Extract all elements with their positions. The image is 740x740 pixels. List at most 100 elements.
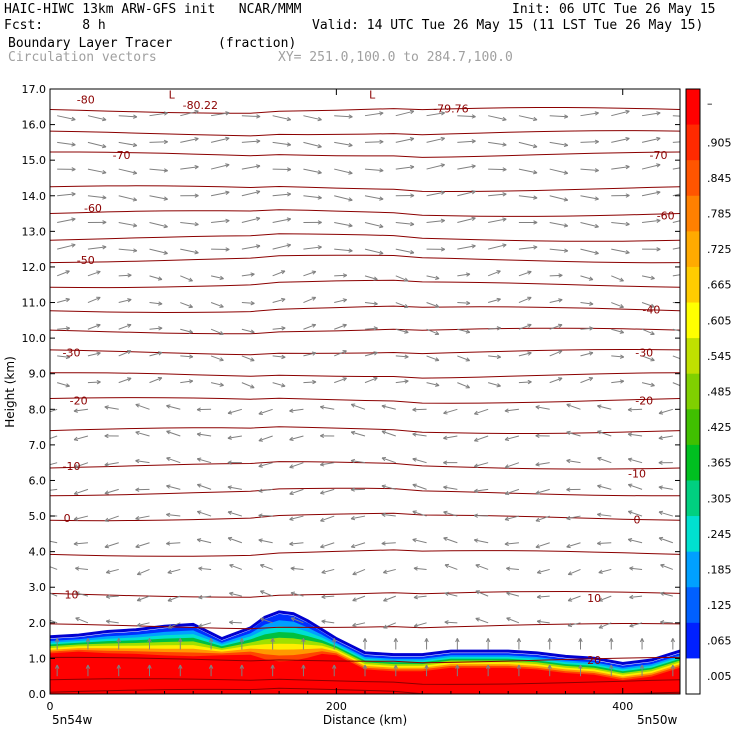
vector-arrow <box>518 195 538 200</box>
vector-shaft <box>106 568 119 574</box>
vector-head <box>196 407 201 412</box>
vector-shaft <box>641 355 655 361</box>
vector-head <box>317 170 322 175</box>
vector-arrow <box>167 622 181 629</box>
vector-arrow <box>395 248 415 255</box>
vector-arrow <box>518 168 538 175</box>
vector-shaft <box>518 271 532 277</box>
contour-label: -80 <box>77 94 95 107</box>
vector-head <box>434 331 440 336</box>
vector-arrow <box>105 619 119 624</box>
vector-shaft <box>549 168 568 174</box>
vector-head <box>250 272 255 277</box>
vector-shaft <box>457 302 470 304</box>
vector-shaft <box>506 592 520 597</box>
vector-arrow <box>412 538 427 544</box>
vector-arrow <box>303 245 322 250</box>
vector-shaft <box>457 217 476 223</box>
vector-head <box>196 457 202 462</box>
vector-arrow <box>381 512 396 517</box>
vector-arrow <box>180 354 194 359</box>
vector-arrow <box>303 296 317 303</box>
vector-arrow <box>381 430 396 437</box>
vector-head <box>382 569 388 574</box>
vector-arrow <box>332 664 337 677</box>
colorbar: – .905 .845 .785 .725 .665 .605 .545 .485 .425 .36… <box>685 88 732 695</box>
vector-head <box>533 220 538 225</box>
vector-head <box>166 512 171 518</box>
vector-arrow <box>362 664 368 677</box>
vector-arrow <box>196 483 212 490</box>
vector-arrow <box>118 248 138 253</box>
vector-head <box>163 250 168 255</box>
vector-head <box>443 510 448 515</box>
vector-shaft <box>658 511 673 517</box>
vector-shaft <box>320 406 335 410</box>
vector-head <box>71 243 76 248</box>
vector-arrow <box>488 326 501 331</box>
vector-shaft <box>383 595 396 602</box>
vector-head <box>412 407 417 412</box>
vector-arrow <box>504 488 520 496</box>
vector-head <box>594 223 599 229</box>
vector-arrow <box>641 355 655 362</box>
vector-arrow <box>424 664 429 677</box>
vector-head <box>393 664 398 669</box>
vector-arrow <box>641 190 661 197</box>
vector-shaft <box>210 191 230 197</box>
vector-arrow <box>149 195 168 201</box>
vector-arrow <box>272 297 286 304</box>
vector-shaft <box>272 244 291 250</box>
vector-head <box>256 114 261 119</box>
vector-arrow <box>364 195 384 201</box>
vector-head <box>594 250 599 255</box>
vector-arrow <box>443 510 458 517</box>
vector-head <box>54 664 60 669</box>
vector-arrow <box>303 323 317 330</box>
vector-head <box>239 638 245 643</box>
vector-arrow <box>180 302 193 309</box>
vector-arrow <box>597 484 612 490</box>
vector-arrow <box>518 141 538 149</box>
vector-head <box>383 597 388 602</box>
vector-head <box>527 296 532 301</box>
vector-shaft <box>381 430 396 437</box>
vector-shaft <box>50 566 58 570</box>
contour-label: -50 <box>77 254 95 267</box>
vector-shaft <box>566 542 581 548</box>
vector-arrow <box>641 328 655 336</box>
vector-shaft <box>412 484 427 490</box>
y-tick-label: 5.0 <box>29 510 47 523</box>
vector-arrow <box>611 302 624 309</box>
vector-head <box>627 457 633 462</box>
y-tick-label: 14.0 <box>22 190 47 203</box>
vector-arrow <box>611 164 630 170</box>
vector-arrow <box>580 139 599 144</box>
vector-head <box>471 244 476 249</box>
vector-head <box>627 432 633 437</box>
vector-shaft <box>241 115 261 118</box>
temperature-contour-line <box>50 549 680 557</box>
vector-arrow <box>166 484 181 490</box>
vector-arrow <box>426 302 440 308</box>
vector-shaft <box>457 245 476 250</box>
x-right-endpoint-label: 5n50w <box>637 713 678 727</box>
vector-arrow <box>75 566 88 571</box>
vector-shaft <box>210 137 230 143</box>
vector-shaft <box>272 218 291 223</box>
vector-head <box>681 358 685 361</box>
vector-arrow <box>290 591 304 597</box>
contour-label: -70 <box>650 149 668 162</box>
vector-shaft <box>488 115 507 121</box>
vector-arrow <box>395 221 415 227</box>
vector-arrow <box>670 638 676 650</box>
vector-shaft <box>642 219 661 223</box>
vector-arrow <box>580 377 594 384</box>
vector-head <box>625 193 630 198</box>
vector-arrow <box>334 195 353 202</box>
vector-shaft <box>166 405 181 410</box>
vector-shaft <box>229 592 242 597</box>
contour-label: 0 <box>64 512 71 525</box>
vector-arrow <box>259 563 273 570</box>
vector-head <box>533 116 538 122</box>
